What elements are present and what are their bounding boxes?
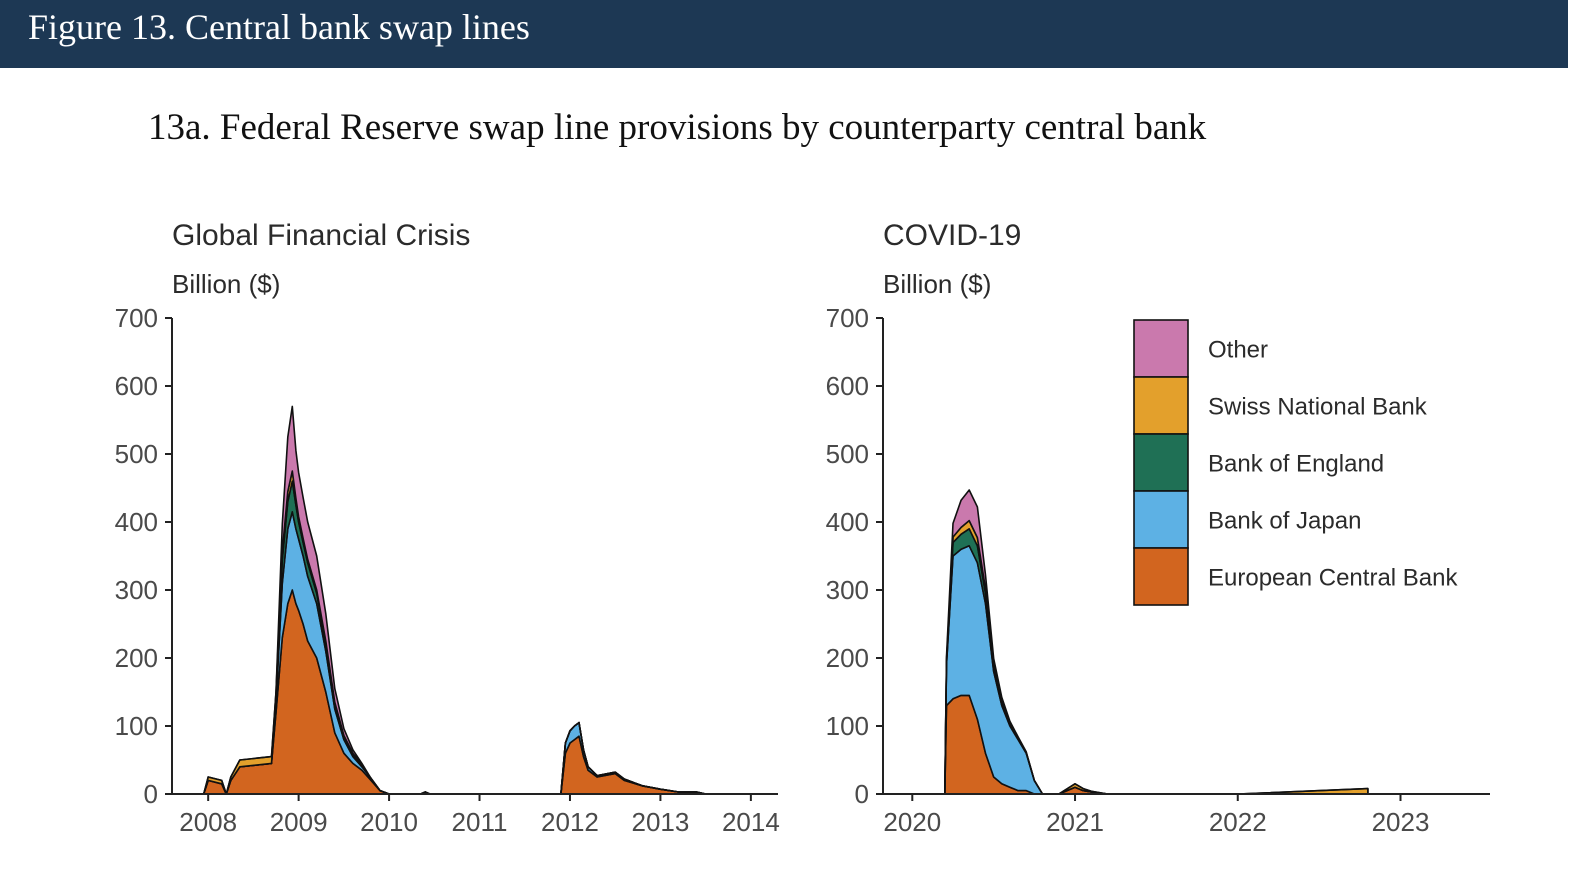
y-tick-label: 100: [826, 711, 869, 741]
legend-label: Bank of Japan: [1208, 508, 1361, 535]
y-tick-label: 400: [826, 507, 869, 537]
y-tick-label: 300: [115, 575, 158, 605]
x-tick-label: 2022: [1209, 807, 1267, 837]
legend-label: European Central Bank: [1208, 565, 1458, 592]
x-tick-label: 2008: [179, 807, 237, 837]
x-tick-label: 2012: [541, 807, 599, 837]
x-tick-label: 2014: [722, 807, 780, 837]
y-tick-label: 200: [826, 643, 869, 673]
x-tick-label: 2020: [883, 807, 941, 837]
y-tick-label: 600: [115, 371, 158, 401]
chart-title: Global Financial Crisis: [172, 219, 470, 252]
y-tick-label: 0: [855, 779, 869, 809]
legend-label: Other: [1208, 337, 1268, 364]
y-tick-label: 700: [115, 303, 158, 333]
y-axis-label: Billion ($): [883, 269, 991, 299]
legend-label: Bank of England: [1208, 451, 1384, 478]
x-tick-label: 2021: [1046, 807, 1104, 837]
chart-title: COVID-19: [883, 219, 1021, 252]
y-tick-label: 0: [144, 779, 158, 809]
x-tick-label: 2013: [631, 807, 689, 837]
y-tick-label: 500: [826, 439, 869, 469]
y-tick-label: 600: [826, 371, 869, 401]
y-tick-label: 300: [826, 575, 869, 605]
y-tick-label: 200: [115, 643, 158, 673]
y-tick-label: 700: [826, 303, 869, 333]
x-tick-label: 2011: [452, 807, 508, 837]
y-tick-label: 500: [115, 439, 158, 469]
swap-line-charts: Global Financial Crisis Billion ($) 0 100 20…: [115, 219, 1490, 837]
y-axis-label: Billion ($): [172, 269, 280, 299]
legend-swatch-other: [1133, 319, 1189, 378]
figure-title: Figure 13. Central bank swap lines: [0, 0, 1568, 68]
x-tick-label: 2010: [360, 807, 418, 837]
legend-swatch-bank-of-japan: [1133, 490, 1189, 549]
legend-swatch-swiss-national-bank: [1133, 376, 1189, 435]
x-tick-label: 2009: [270, 807, 328, 837]
y-tick-label: 100: [115, 711, 158, 741]
y-tick-label: 400: [115, 507, 158, 537]
x-tick-label: 2023: [1372, 807, 1430, 837]
legend-swatch-european-central-bank: [1133, 547, 1189, 606]
legend-label: Swiss National Bank: [1208, 394, 1428, 421]
panel-title: 13a. Federal Reserve swap line provision…: [148, 107, 1207, 148]
legend-swatch-bank-of-england: [1133, 433, 1189, 492]
